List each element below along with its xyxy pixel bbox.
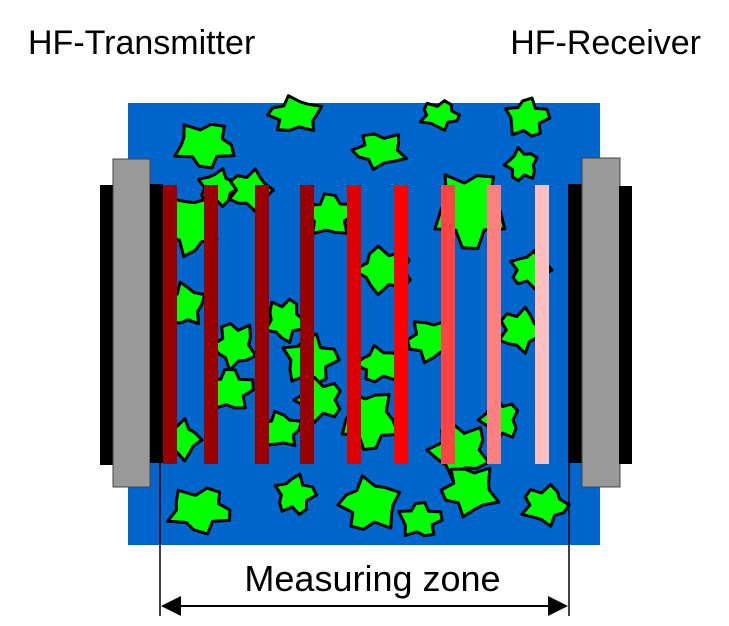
wave-front-4 <box>300 185 314 464</box>
wave-front-9 <box>535 185 549 464</box>
particle <box>497 305 545 355</box>
particle <box>266 94 324 133</box>
wave-front-1 <box>163 185 177 464</box>
wave-front-2 <box>204 185 218 464</box>
particle <box>173 122 236 170</box>
wave-front-3 <box>255 185 269 464</box>
particle <box>418 99 462 132</box>
particle <box>273 472 319 516</box>
wave-front-8 <box>487 185 501 464</box>
wave-front-6 <box>394 185 408 464</box>
particle <box>520 483 571 528</box>
measuring-zone-dimension <box>159 463 570 616</box>
particle <box>166 486 232 536</box>
hf-transmitter-label: HF-Transmitter <box>28 24 256 62</box>
wave-front-7 <box>441 185 455 464</box>
particle <box>502 146 539 183</box>
measuring-zone-label: Measuring zone <box>244 558 501 599</box>
wave-front-5 <box>347 185 361 464</box>
wave-fronts <box>163 185 549 464</box>
particle <box>292 375 342 424</box>
hf-receiver-label: HF-Receiver <box>510 24 701 62</box>
receiver-electrode <box>568 157 632 488</box>
particle <box>263 297 306 344</box>
particle <box>336 474 402 531</box>
particle <box>439 466 501 519</box>
particle <box>397 501 444 538</box>
particle <box>504 96 552 138</box>
transmitter-electrode <box>100 158 163 488</box>
particle <box>350 132 408 171</box>
